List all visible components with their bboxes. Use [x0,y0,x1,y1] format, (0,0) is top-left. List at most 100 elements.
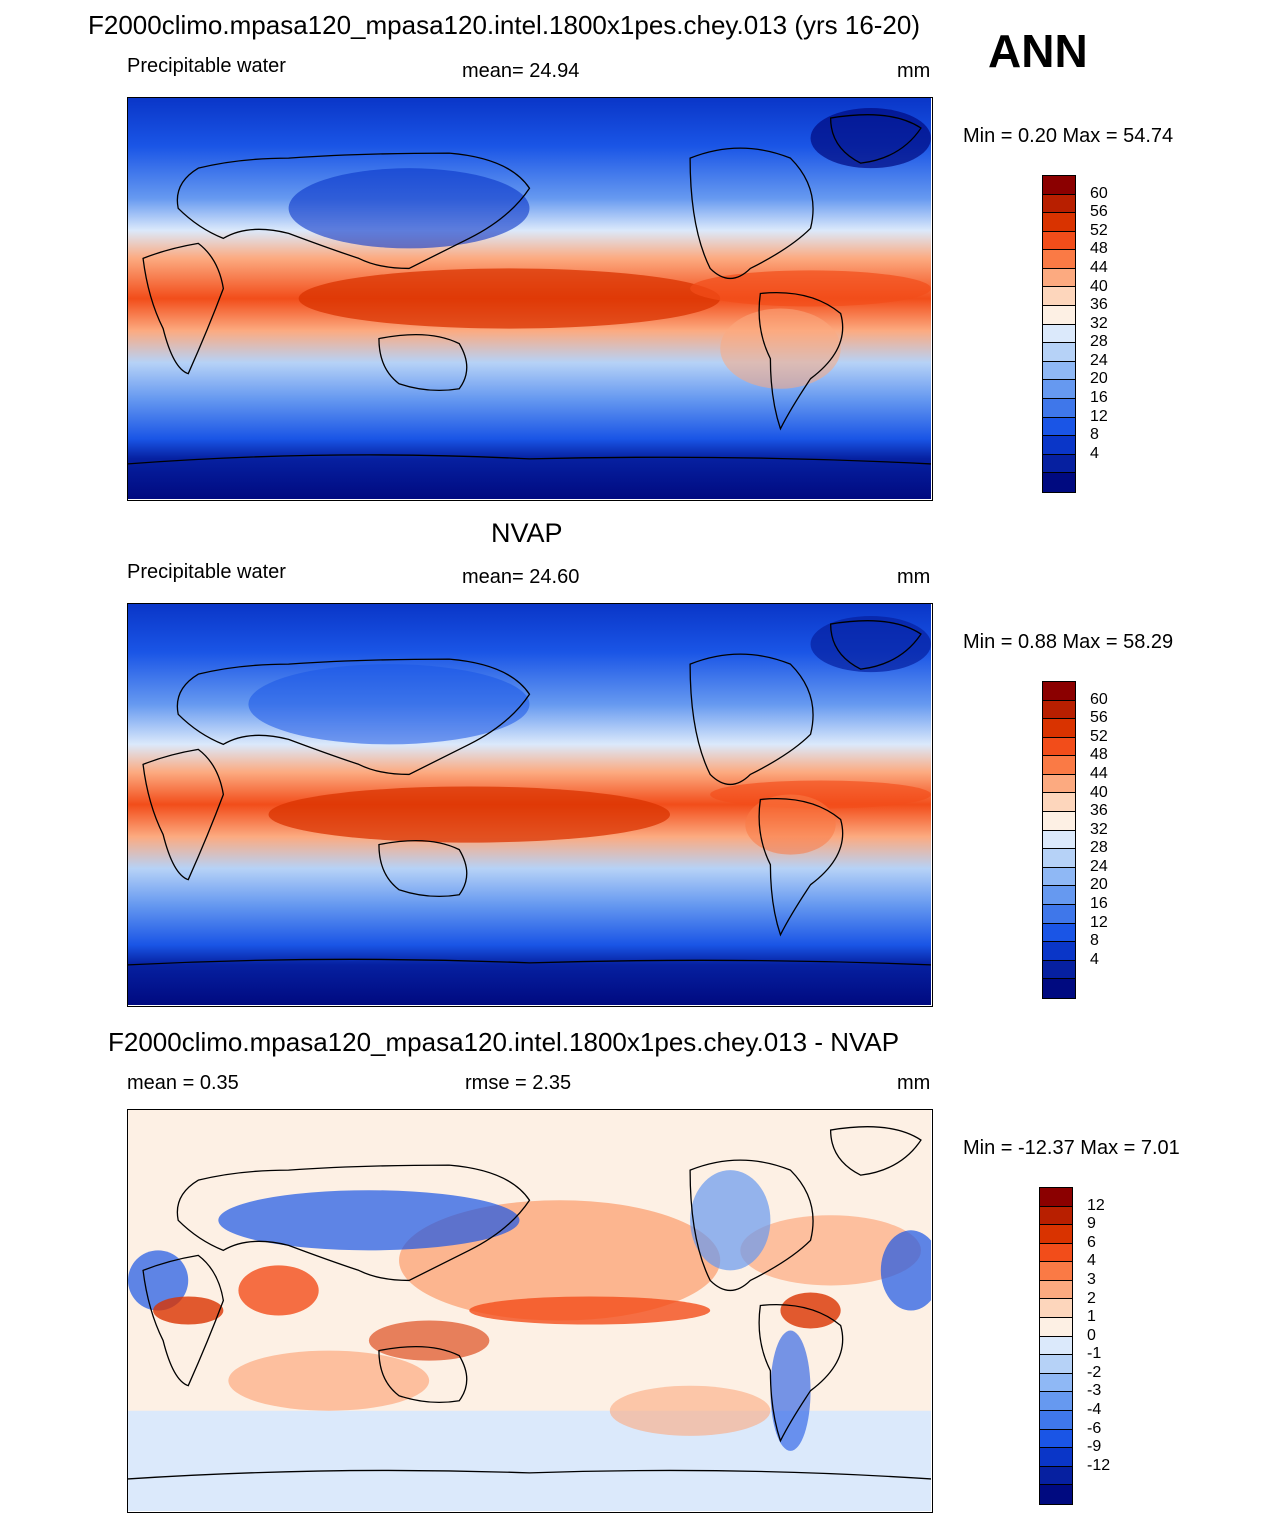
colorbar-swatch [1040,1262,1072,1281]
colorbar-swatch [1040,1392,1072,1411]
colorbar-tick-label: -12 [1087,1456,1111,1474]
colorbar-swatch [1043,960,1075,980]
colorbar-tick-label: 48 [1090,746,1108,764]
colorbar-tick-label: 36 [1090,802,1108,820]
panel1-field-plot [128,98,931,499]
colorbar-tick-label: 36 [1090,296,1108,314]
colorbar-tick-label: 8 [1090,426,1099,444]
colorbar-swatch [1043,737,1075,757]
colorbar-swatch [1040,1318,1072,1337]
colorbar-tick-label: -3 [1087,1382,1102,1400]
colorbar-tick-label: 6 [1087,1233,1096,1251]
colorbar-swatch [1043,812,1075,831]
panel1-mean-label: mean= 24.94 [462,60,580,82]
panel2-mean-label: mean= 24.60 [462,566,580,588]
colorbar-swatch [1043,176,1075,195]
colorbar-swatch [1043,398,1075,418]
colorbar-swatch [1040,1299,1072,1319]
colorbar-swatch [1040,1373,1072,1393]
panel3-colorbar [1039,1187,1073,1505]
colorbar-swatch [1043,287,1075,307]
colorbar-swatch [1040,1225,1072,1244]
colorbar-swatch [1043,454,1075,474]
colorbar-swatch [1043,682,1075,701]
colorbar-swatch [1043,268,1075,288]
panel3-rmse-label: rmse = 2.35 [465,1072,572,1094]
colorbar-tick-label: 40 [1090,277,1108,295]
colorbar-tick-label: 1 [1087,1308,1096,1326]
colorbar-tick-label: 3 [1087,1270,1096,1288]
colorbar-tick-label: 48 [1090,240,1108,258]
colorbar-swatch [1043,194,1075,214]
colorbar-tick-label: 12 [1090,913,1108,931]
colorbar-tick-label: 16 [1090,389,1108,407]
colorbar-swatch [1043,904,1075,924]
colorbar-swatch [1043,417,1075,437]
colorbar-swatch [1043,719,1075,738]
colorbar-swatch [1043,849,1075,868]
colorbar-tick-label: 44 [1090,258,1108,276]
colorbar-swatch [1043,942,1075,961]
panel1-colorbar [1042,175,1076,493]
panel3-field-plot [128,1110,931,1511]
colorbar-tick-label: 52 [1090,727,1108,745]
colorbar-tick-label: 4 [1087,1252,1096,1270]
colorbar-swatch [1043,250,1075,269]
colorbar-swatch [1043,380,1075,399]
colorbar-swatch [1040,1243,1072,1263]
colorbar-swatch [1043,343,1075,362]
colorbar-tick-label: 40 [1090,783,1108,801]
panel3-mean-label: mean = 0.35 [127,1072,239,1094]
colorbar-swatch [1043,324,1075,344]
colorbar-swatch [1040,1336,1072,1356]
colorbar-tick-label: 60 [1090,184,1108,202]
colorbar-swatch [1043,473,1075,492]
colorbar-swatch [1040,1466,1072,1486]
colorbar-tick-label: -4 [1087,1401,1102,1419]
colorbar-tick-label: 24 [1090,857,1108,875]
season-label: ANN [988,25,1088,77]
panel2-variable-label: Precipitable water [127,561,286,583]
colorbar-tick-label: 2 [1087,1289,1096,1307]
colorbar-swatch [1040,1355,1072,1374]
colorbar-swatch [1040,1410,1072,1430]
colorbar-tick-label: -9 [1087,1438,1102,1456]
panel3-units-label: mm [897,1072,931,1094]
panel3-title: F2000climo.mpasa120_mpasa120.intel.1800x… [108,1027,900,1057]
colorbar-swatch [1040,1485,1072,1504]
colorbar-tick-label: -6 [1087,1419,1102,1437]
colorbar-swatch [1040,1448,1072,1467]
colorbar-swatch [1043,756,1075,775]
panel3-minmax-label: Min = -12.37 Max = 7.01 [963,1137,1180,1159]
colorbar-swatch [1043,231,1075,251]
colorbar-tick-label: 20 [1090,370,1108,388]
colorbar-tick-label: 12 [1087,1196,1105,1214]
colorbar-tick-label: 20 [1090,876,1108,894]
colorbar-tick-label: -1 [1087,1345,1102,1363]
colorbar-swatch [1043,774,1075,794]
colorbar-swatch [1043,306,1075,325]
colorbar-tick-label: 24 [1090,351,1108,369]
colorbar-tick-label: 32 [1090,820,1108,838]
colorbar-tick-label: 0 [1087,1326,1096,1344]
colorbar-tick-label: 16 [1090,895,1108,913]
colorbar-tick-label: 52 [1090,221,1108,239]
colorbar-tick-label: 28 [1090,839,1108,857]
colorbar-swatch [1043,361,1075,381]
colorbar-tick-label: -2 [1087,1363,1102,1381]
panel2-field-plot [128,604,931,1005]
colorbar-swatch [1043,213,1075,232]
panel2-units-label: mm [897,566,931,588]
colorbar-swatch [1040,1188,1072,1207]
panel1-variable-label: Precipitable water [127,55,286,77]
panel2-colorbar [1042,681,1076,999]
colorbar-tick-label: 8 [1090,932,1099,950]
colorbar-tick-label: 56 [1090,709,1108,727]
colorbar-swatch [1043,436,1075,455]
colorbar-swatch [1043,867,1075,887]
colorbar-swatch [1040,1206,1072,1226]
panel2-map [127,603,933,1007]
colorbar-tick-label: 4 [1090,444,1099,462]
colorbar-swatch [1040,1280,1072,1300]
panel1-coastlines [128,114,931,465]
